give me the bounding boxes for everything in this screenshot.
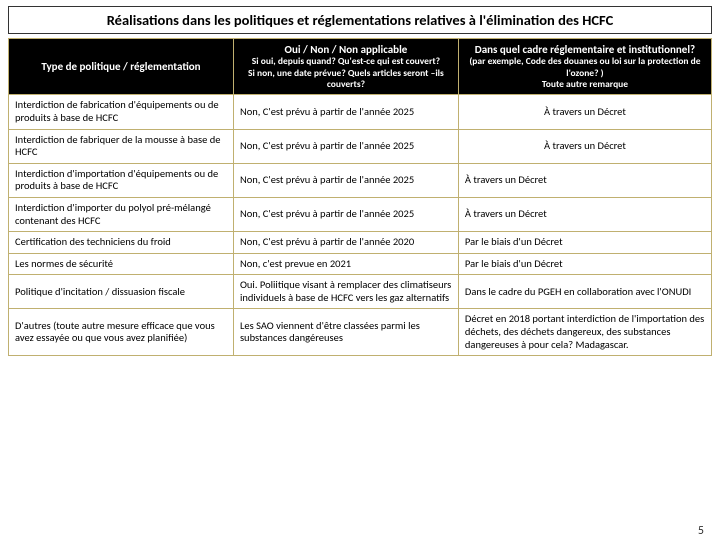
cell-status: Non, C'est prévu à partir de l'année 202…: [233, 232, 458, 254]
cell-status: Oui. Poliitique visant à remplacer des c…: [233, 275, 458, 309]
col-header-framework: Dans quel cadre réglementaire et institu…: [458, 39, 711, 95]
cell-policy-type: Certification des techniciens du froid: [9, 232, 234, 254]
page-title: Réalisations dans les politiques et régl…: [8, 6, 712, 34]
cell-framework: Dans le cadre du PGEH en collaboration a…: [458, 275, 711, 309]
cell-policy-type: Interdiction de fabriquer de la mousse à…: [9, 129, 234, 163]
table-row: Certification des techniciens du froidNo…: [9, 232, 712, 254]
cell-status: Non, C'est prévu à partir de l'année 202…: [233, 197, 458, 231]
cell-framework: Par le biais d'un Décret: [458, 232, 711, 254]
table-row: D'autres (toute autre mesure efficace qu…: [9, 309, 712, 356]
col-header-sub: Si oui, depuis quand? Qu'est-ce qui est …: [240, 56, 452, 90]
cell-policy-type: Interdiction de fabrication d'équipement…: [9, 95, 234, 129]
col-header-type: Type de politique / réglementation: [9, 39, 234, 95]
table-row: Interdiction d'importer du polyol pré-mé…: [9, 197, 712, 231]
cell-status: Non, c'est prevue en 2021: [233, 253, 458, 275]
table-row: Interdiction de fabrication d'équipement…: [9, 95, 712, 129]
cell-framework: À travers un Décret: [458, 163, 711, 197]
col-header-status: Oui / Non / Non applicableSi oui, depuis…: [233, 39, 458, 95]
cell-framework: À travers un Décret: [458, 129, 711, 163]
table-row: Politique d'incitation / dissuasion fisc…: [9, 275, 712, 309]
table-row: Les normes de sécuritéNon, c'est prevue …: [9, 253, 712, 275]
regulations-table: Type de politique / réglementation Oui /…: [8, 38, 712, 356]
table-row: Interdiction d'importation d'équipements…: [9, 163, 712, 197]
cell-policy-type: Interdiction d'importer du polyol pré-mé…: [9, 197, 234, 231]
col-header-sub: (par exemple, Code des douanes ou loi su…: [465, 56, 705, 90]
col-header-main: Type de politique / réglementation: [15, 60, 227, 73]
cell-policy-type: Les normes de sécurité: [9, 253, 234, 275]
cell-framework: À travers un Décret: [458, 197, 711, 231]
cell-status: Non, C'est prévu à partir de l'année 202…: [233, 163, 458, 197]
cell-status: Non, C'est prévu à partir de l'année 202…: [233, 95, 458, 129]
cell-policy-type: Interdiction d'importation d'équipements…: [9, 163, 234, 197]
cell-framework: À travers un Décret: [458, 95, 711, 129]
cell-framework: Par le biais d'un Décret: [458, 253, 711, 275]
cell-policy-type: D'autres (toute autre mesure efficace qu…: [9, 309, 234, 356]
page-number: 5: [698, 524, 704, 538]
cell-status: Les SAO viennent d'être classées parmi l…: [233, 309, 458, 356]
cell-status: Non, C'est prévu à partir de l'année 202…: [233, 129, 458, 163]
table-header-row: Type de politique / réglementation Oui /…: [9, 39, 712, 95]
table-row: Interdiction de fabriquer de la mousse à…: [9, 129, 712, 163]
cell-framework: Décret en 2018 portant interdiction de l…: [458, 309, 711, 356]
cell-policy-type: Politique d'incitation / dissuasion fisc…: [9, 275, 234, 309]
